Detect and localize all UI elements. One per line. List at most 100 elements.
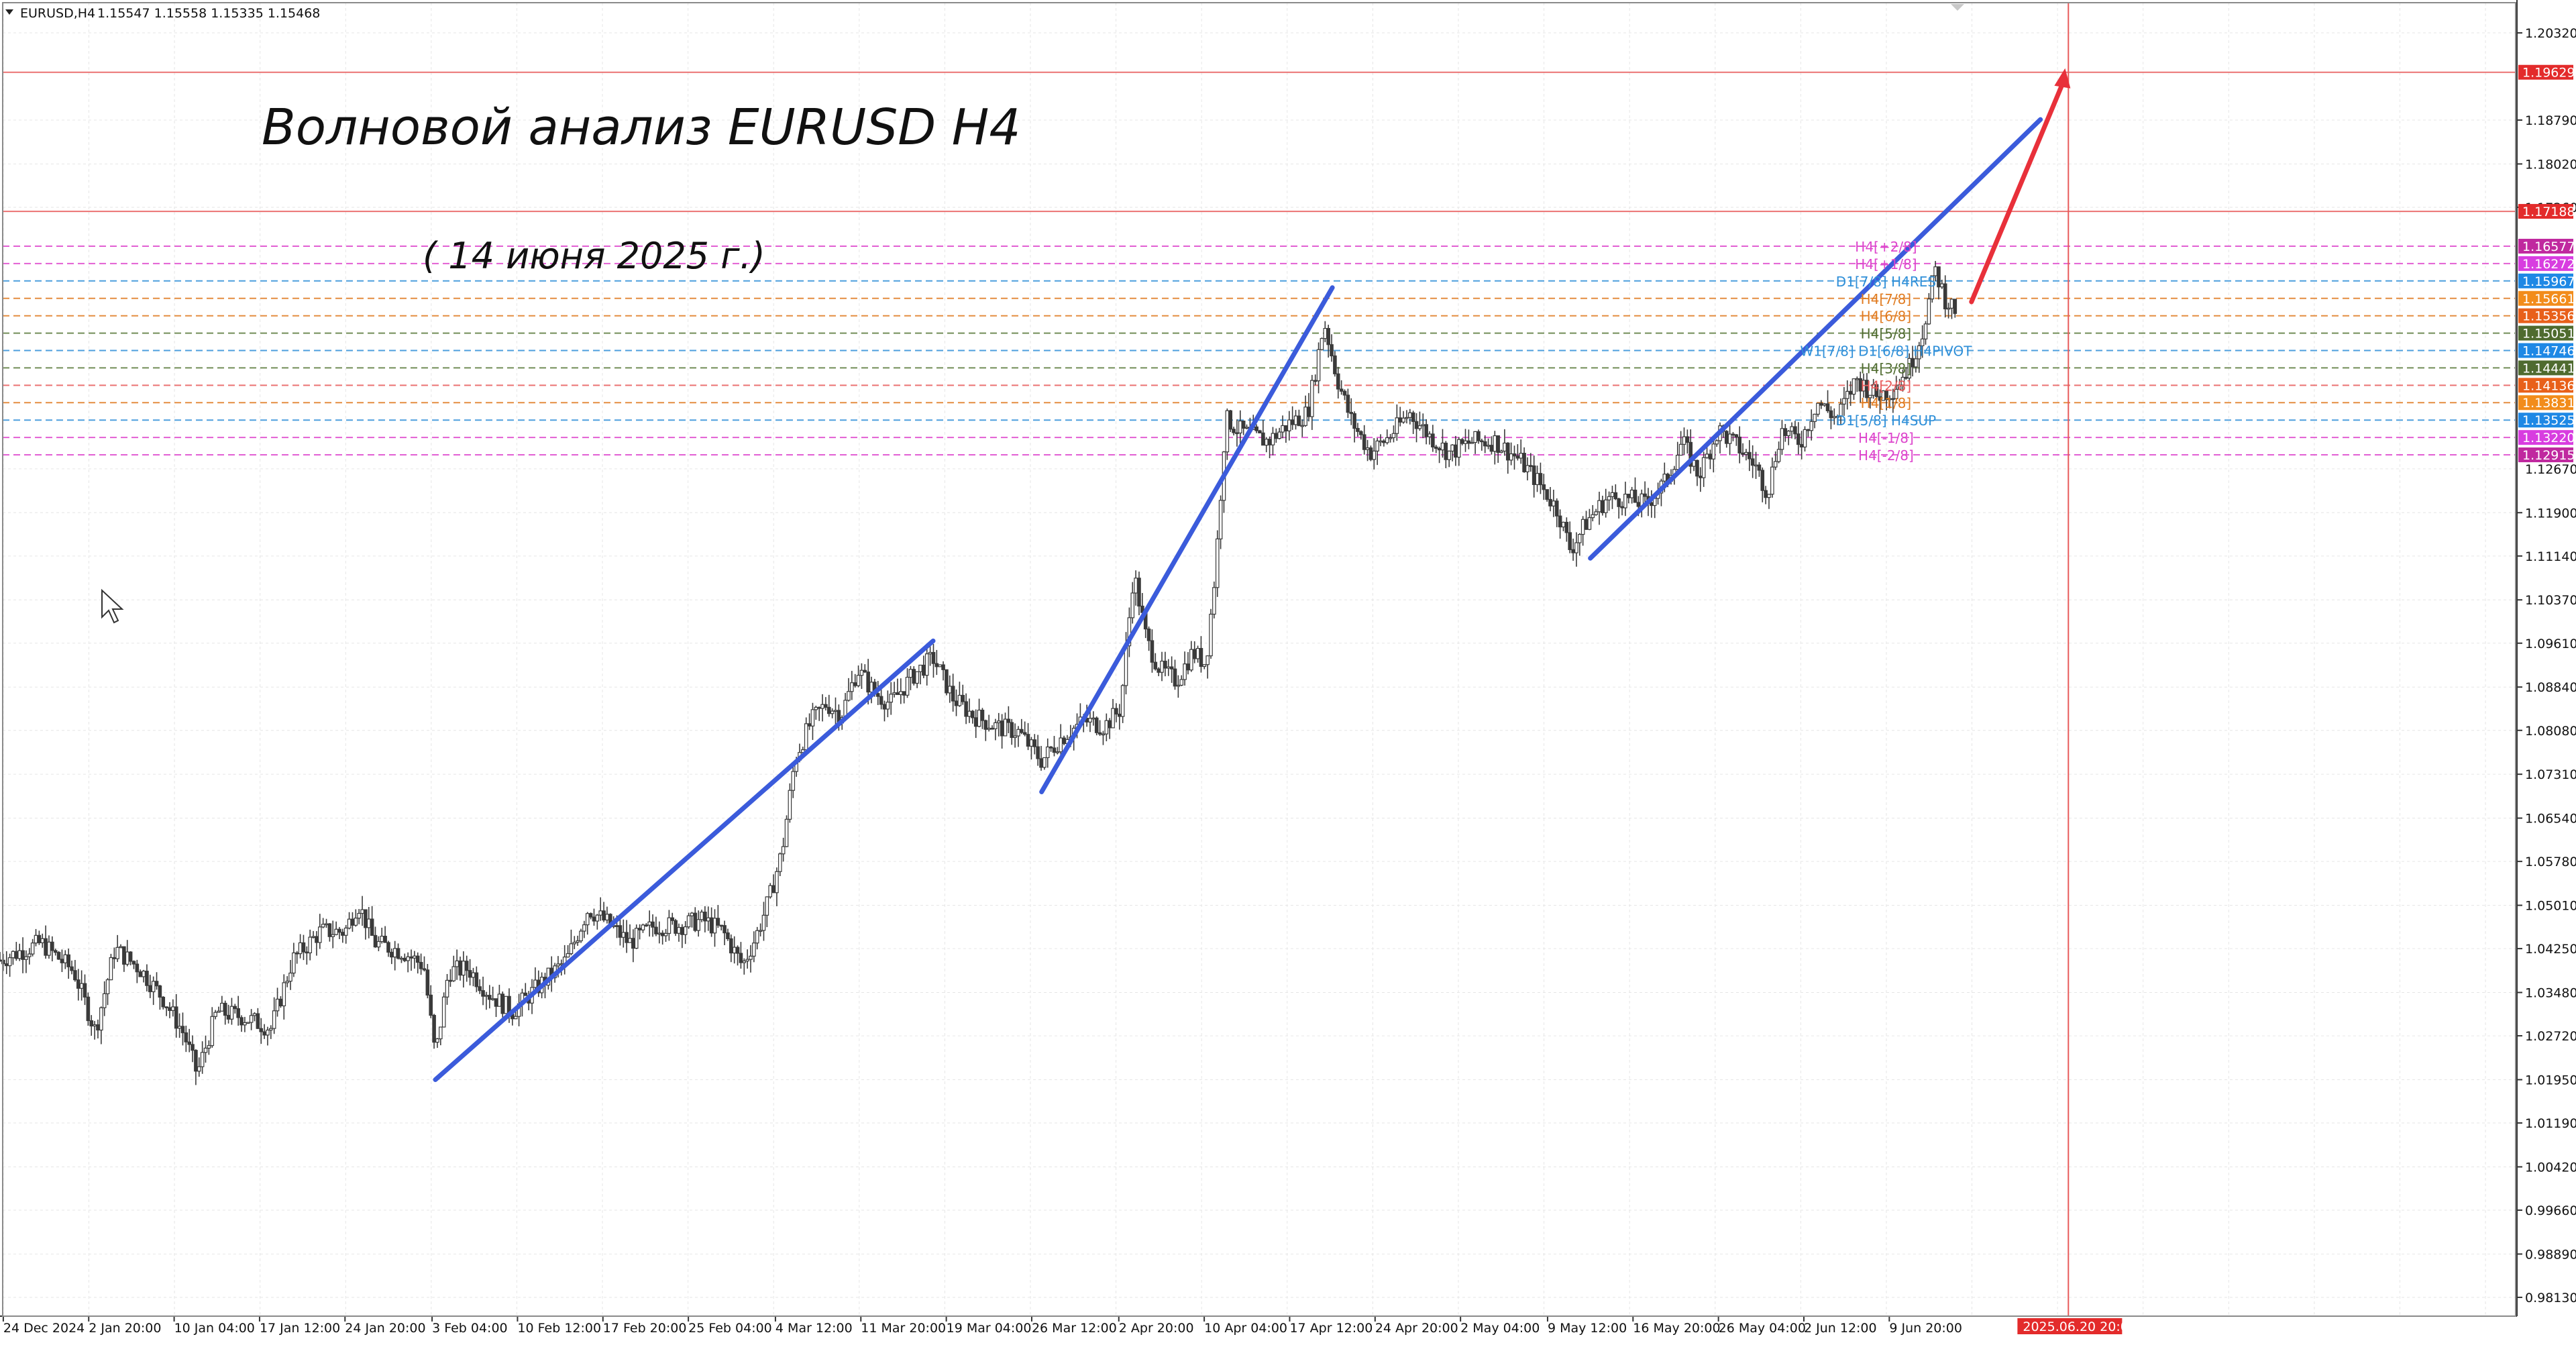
candle-body bbox=[1437, 447, 1442, 451]
candle-body bbox=[621, 932, 626, 938]
analysis-date: ( 14 июня 2025 г.) bbox=[423, 235, 765, 277]
candle-body bbox=[1414, 421, 1419, 429]
candle-body bbox=[1552, 500, 1556, 506]
candle-body bbox=[187, 1041, 191, 1045]
candle-body bbox=[1199, 647, 1203, 667]
candle-body bbox=[1535, 473, 1540, 485]
candle-body bbox=[364, 909, 368, 928]
x-tick-label: 17 Jan 12:00 bbox=[260, 1321, 340, 1336]
candle-body bbox=[801, 749, 805, 753]
candle-body bbox=[1388, 437, 1393, 439]
candle-body bbox=[1179, 679, 1184, 686]
candle-body bbox=[350, 918, 355, 926]
candle-body bbox=[1114, 708, 1118, 715]
mouse-cursor-icon bbox=[101, 588, 124, 624]
candle-body bbox=[76, 979, 80, 989]
candle-body bbox=[1450, 444, 1454, 452]
candle-body bbox=[158, 985, 162, 998]
candle-body bbox=[1421, 424, 1426, 427]
candle-body bbox=[1591, 514, 1595, 519]
candle-body bbox=[1434, 446, 1438, 449]
y-tick-label: 1.07310 bbox=[2525, 767, 2576, 782]
candle-body bbox=[569, 943, 574, 955]
y-tick-label: 1.08840 bbox=[2525, 680, 2576, 695]
candle-body bbox=[892, 692, 896, 695]
candle-body bbox=[1254, 426, 1258, 431]
candle-body bbox=[1783, 428, 1788, 437]
candle-body bbox=[637, 928, 642, 930]
candle-body bbox=[765, 896, 769, 916]
candle-body bbox=[464, 961, 469, 971]
candle-body bbox=[654, 926, 658, 934]
y-tick-label: 1.18020 bbox=[2525, 157, 2576, 172]
candle-body bbox=[1574, 542, 1578, 553]
candle-body bbox=[833, 710, 838, 712]
level-name-label: H4[+2/8] bbox=[1855, 239, 1917, 255]
candle-body bbox=[902, 691, 906, 696]
candle-body bbox=[1617, 498, 1621, 507]
candle-body bbox=[1232, 429, 1236, 433]
candle-body bbox=[1258, 430, 1262, 433]
candle-body bbox=[1424, 424, 1428, 437]
candle-body bbox=[413, 955, 417, 959]
candle-body bbox=[533, 979, 537, 988]
candle-body bbox=[305, 951, 309, 954]
candle-body bbox=[119, 946, 123, 949]
candle-body bbox=[1271, 433, 1275, 445]
candle-body bbox=[1215, 538, 1220, 588]
candle-body bbox=[99, 1007, 103, 1031]
candle-body bbox=[566, 953, 570, 958]
x-tick-label: 16 May 20:00 bbox=[1633, 1321, 1720, 1336]
candle-body bbox=[151, 981, 156, 992]
candle-body bbox=[399, 957, 404, 960]
candle-body bbox=[109, 957, 113, 981]
candle-body bbox=[490, 998, 495, 1000]
candle-body bbox=[735, 947, 740, 954]
candle-body bbox=[987, 727, 991, 730]
price-tag-bg bbox=[2518, 308, 2573, 323]
candle-body bbox=[1757, 464, 1762, 471]
candle-body bbox=[729, 938, 733, 954]
price-tag-label: 1.14136 bbox=[2522, 378, 2575, 393]
candle-body bbox=[967, 710, 971, 717]
candle-body bbox=[1375, 440, 1379, 451]
candle-body bbox=[1799, 443, 1804, 447]
candle-body bbox=[1584, 519, 1589, 530]
candle-body bbox=[1013, 735, 1017, 738]
candle-body bbox=[605, 914, 609, 921]
candle-body bbox=[1195, 647, 1200, 659]
candle-body bbox=[820, 704, 824, 709]
candle-body bbox=[66, 954, 70, 967]
x-tick-label: 17 Apr 12:00 bbox=[1289, 1321, 1373, 1336]
candle-body bbox=[1727, 433, 1732, 444]
candle-body bbox=[592, 916, 596, 922]
candle-body bbox=[1626, 494, 1631, 498]
candle-body bbox=[781, 846, 786, 855]
candle-body bbox=[1773, 461, 1778, 468]
candle-body bbox=[1675, 454, 1680, 470]
horizontal-levels bbox=[3, 3, 2516, 1316]
candle-body bbox=[1293, 415, 1298, 425]
candle-body bbox=[1715, 440, 1719, 445]
candle-body bbox=[1379, 440, 1383, 443]
candle-body bbox=[341, 932, 345, 936]
x-tick-label: 11 Mar 20:00 bbox=[861, 1321, 946, 1336]
candle-body bbox=[138, 971, 143, 977]
candle-body bbox=[50, 941, 54, 951]
candle-body bbox=[1953, 299, 1957, 314]
candle-body bbox=[850, 682, 854, 692]
candle-body bbox=[1225, 410, 1230, 453]
candle-body bbox=[154, 981, 159, 987]
candle-body bbox=[11, 951, 15, 959]
candle-body bbox=[830, 710, 835, 714]
dropdown-triangle-icon[interactable] bbox=[5, 9, 13, 15]
candle-body bbox=[1708, 453, 1713, 460]
chart-header: EURUSD,H4 1.15547 1.15558 1.15335 1.1546… bbox=[5, 6, 320, 21]
candle-body bbox=[86, 996, 91, 1022]
candle-body bbox=[1091, 717, 1095, 720]
candle-body bbox=[93, 1024, 97, 1027]
candle-body bbox=[311, 936, 315, 938]
candle-body bbox=[1134, 578, 1138, 594]
